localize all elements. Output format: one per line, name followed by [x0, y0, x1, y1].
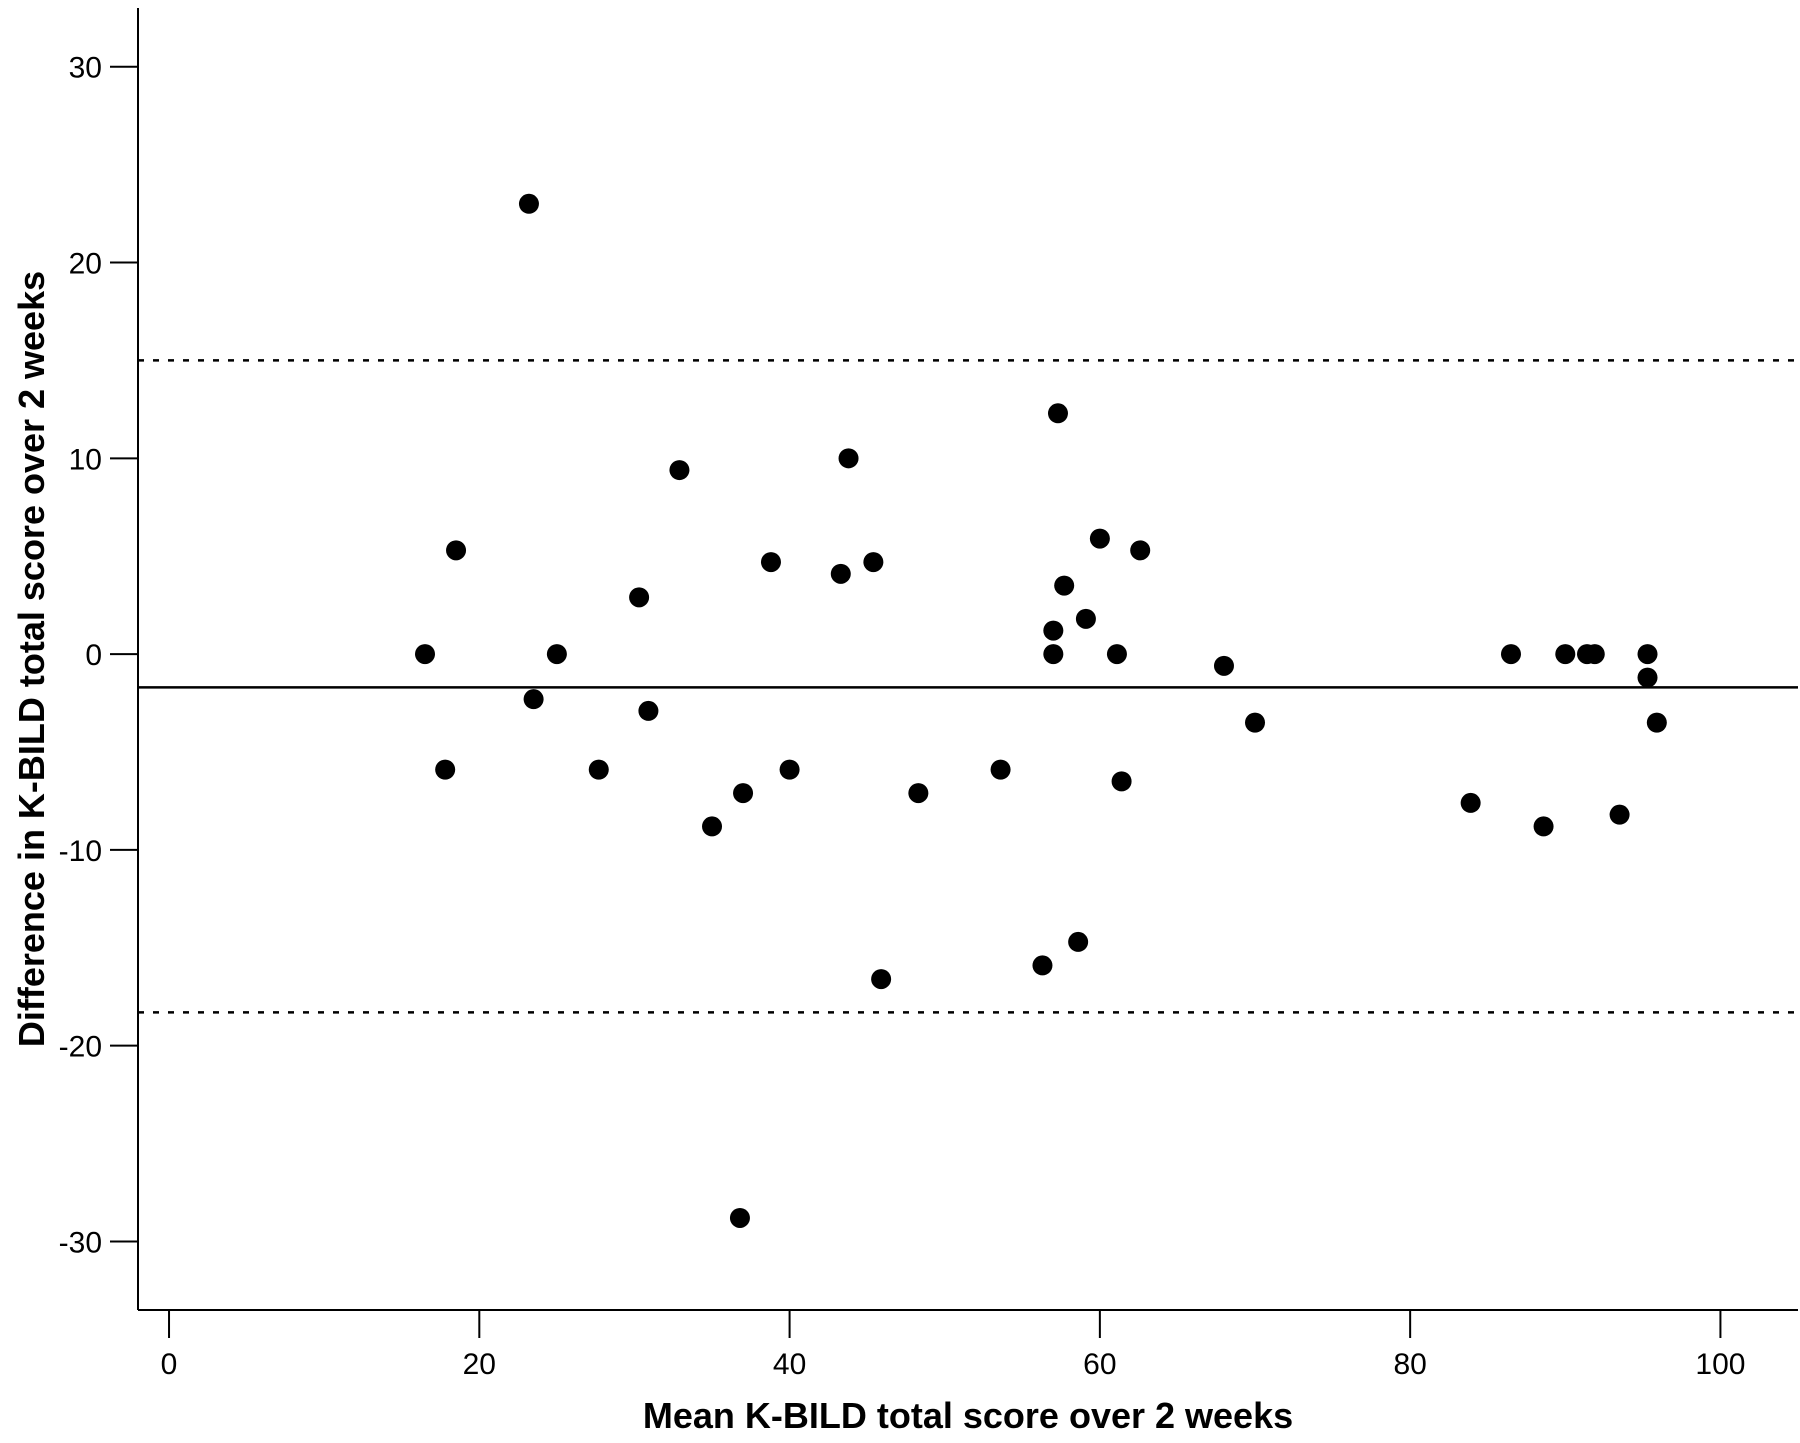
data-point — [1089, 528, 1110, 549]
y-tick-label: 0 — [85, 639, 102, 672]
axes: -30 -20 -10 0 10 20 30 0 20 40 60 80 100 — [59, 8, 1798, 1381]
data-point — [908, 783, 929, 804]
data-point — [830, 563, 851, 584]
data-point — [1111, 771, 1132, 792]
reference-lines — [138, 359, 1798, 1014]
data-point — [518, 193, 539, 214]
y-tick-label: 20 — [69, 248, 102, 281]
data-point — [863, 552, 884, 573]
data-point — [1213, 655, 1234, 676]
data-point — [546, 644, 567, 665]
data-points — [415, 193, 1667, 1228]
data-point — [1130, 540, 1151, 561]
y-tick-label: -10 — [59, 835, 102, 868]
data-point — [1032, 955, 1053, 976]
data-point — [1555, 644, 1576, 665]
y-tick-label: 30 — [69, 52, 102, 85]
x-tick-label: 100 — [1695, 1348, 1745, 1381]
data-point — [702, 816, 723, 837]
data-point — [1637, 667, 1658, 688]
data-point — [588, 759, 609, 780]
data-point — [1460, 792, 1481, 813]
x-tick-label: 80 — [1393, 1348, 1426, 1381]
data-point — [733, 783, 754, 804]
data-point — [1533, 816, 1554, 837]
x-tick-label: 20 — [463, 1348, 496, 1381]
y-tick-label: -20 — [59, 1031, 102, 1064]
x-axis-title: Mean K-BILD total score over 2 weeks — [643, 1395, 1293, 1436]
data-point — [1068, 931, 1089, 952]
data-point — [990, 759, 1011, 780]
data-point — [1047, 403, 1068, 424]
data-point — [779, 759, 800, 780]
y-tick-label: 10 — [69, 443, 102, 476]
data-point — [1106, 644, 1127, 665]
x-tick-label: 0 — [161, 1348, 178, 1381]
data-point — [1054, 575, 1075, 596]
data-point — [1609, 804, 1630, 825]
data-point — [435, 759, 456, 780]
data-point — [1043, 620, 1064, 641]
x-tick-label: 60 — [1083, 1348, 1116, 1381]
data-point — [1043, 644, 1064, 665]
data-point — [838, 448, 859, 469]
data-point — [1646, 712, 1667, 733]
y-tick-label: -30 — [59, 1226, 102, 1259]
data-point — [1637, 644, 1658, 665]
data-point — [629, 587, 650, 608]
data-point — [760, 552, 781, 573]
x-tick-label: 40 — [773, 1348, 806, 1381]
data-point — [1245, 712, 1266, 733]
y-axis-title: Difference in K-BILD total score over 2 … — [11, 271, 52, 1047]
data-point — [1500, 644, 1521, 665]
data-point — [1075, 608, 1096, 629]
data-point — [446, 540, 467, 561]
data-point — [523, 689, 544, 710]
data-point — [638, 700, 659, 721]
data-point — [1584, 644, 1605, 665]
data-point — [415, 644, 436, 665]
data-point — [871, 969, 892, 990]
data-point — [729, 1207, 750, 1228]
data-point — [669, 460, 690, 481]
